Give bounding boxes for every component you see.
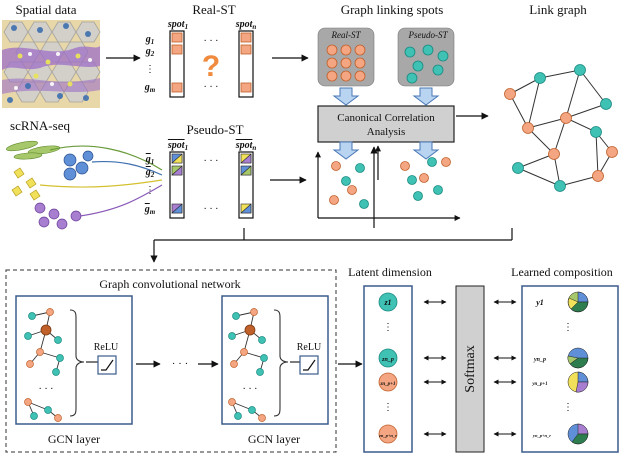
gcn-layer-1-label: GCN layer <box>48 432 100 446</box>
g1-label: g1 <box>145 34 155 46</box>
learned-composition-title: Learned composition <box>511 265 613 279</box>
comp-label-np: yn_p <box>533 357 546 363</box>
relu-2-label: ReLU <box>297 342 322 353</box>
pseudo-gene-vdots: ⋮ <box>145 185 155 196</box>
real-hdots-bottom: · · · <box>204 82 219 93</box>
real-st-panel-label: Real-ST <box>331 30 362 40</box>
latent-label-nr: zn_p+n_r <box>378 433 397 438</box>
real-st-panel: Real-ST <box>317 27 375 87</box>
gm-label: gm <box>144 82 156 94</box>
pseudo-g1-label: g1 <box>145 154 155 166</box>
latent-vdots-1: ⋮ <box>383 322 393 333</box>
comp-label-np1: yn_p+1 <box>531 382 547 387</box>
latent-column: z1 zn_p zn_p+1 zn_p+n_r ⋮ ⋮ <box>363 285 413 453</box>
graph-linking-title: Graph linking spots <box>341 2 444 17</box>
relu-2-box <box>299 355 319 375</box>
spot-n-label: spotn <box>235 19 257 31</box>
latent-label-np: zn_p <box>381 357 394 363</box>
question-mark: ? <box>202 50 220 83</box>
latent-node-nr <box>378 424 398 444</box>
pseudo-spotn-label: spotn <box>235 140 257 152</box>
relu-1-label: ReLU <box>94 342 119 353</box>
comp-vdots-2: ⋮ <box>563 402 573 413</box>
latent-vdots-2: ⋮ <box>383 402 393 413</box>
gcn-1-dots: · · · <box>39 384 54 395</box>
latent-dimension-title: Latent dimension <box>348 265 432 279</box>
real-spotn-column <box>238 30 254 98</box>
cca-projection-scatter <box>315 145 461 221</box>
real-cell <box>171 82 183 93</box>
gcn-layers-dots: · · · <box>172 358 189 370</box>
spot-1-label: spot1 <box>167 19 188 31</box>
real-st-title: Real-ST <box>192 2 235 17</box>
spatial-tissue-image <box>2 20 101 108</box>
scrna-seq-cells <box>6 140 163 230</box>
latent-label-np1: zn_p+1 <box>379 382 395 387</box>
gcn-dashed-box <box>5 269 337 453</box>
pie-np <box>567 347 589 369</box>
latent-node-1 <box>378 292 398 312</box>
pie-np1 <box>567 371 589 393</box>
real-cell <box>240 82 252 93</box>
latent-label-1: z1 <box>383 298 391 307</box>
comp-vdots-1: ⋮ <box>563 322 573 333</box>
softmax-label: Softmax <box>463 345 478 392</box>
latent-softmax-arrows <box>423 299 447 437</box>
pseudo-hdots-bottom: · · · <box>204 204 219 215</box>
cca-label-line1: Canonical Correlation <box>337 112 435 124</box>
cca-label-line2: Analysis <box>367 126 406 138</box>
link-graph-title: Link graph <box>529 2 587 17</box>
gcn-layer-2-label: GCN layer <box>248 432 300 446</box>
real-cell <box>240 44 252 55</box>
g2-label: g2 <box>145 46 155 58</box>
pie-nr <box>567 423 589 445</box>
real-hdots: · · · <box>204 36 219 47</box>
pseudo-st-panel: Pseudo-ST <box>397 27 455 87</box>
link-graph <box>504 64 618 192</box>
pseudo-g2-label: g2 <box>145 167 155 179</box>
pseudo-st-panel-label: Pseudo-ST <box>408 30 449 40</box>
gene-vdots: ⋮ <box>145 64 155 75</box>
real-st-matrix: spot1 spotn g1 g2 ⋮ gm · · · · · · ? <box>144 19 257 98</box>
latent-node-np <box>378 348 398 368</box>
pseudo-st-title: Pseudo-ST <box>186 122 243 137</box>
pseudo-spot1-label: spot1 <box>167 140 188 152</box>
gcn-title: Graph convolutional network <box>99 277 240 291</box>
real-cell <box>171 32 183 43</box>
comp-label-1: y1 <box>535 298 544 307</box>
pseudo-st-matrix: spot1 spotn g1 g2 ⋮ gm · · · · · · <box>144 140 257 219</box>
softmax-block: Softmax <box>455 285 485 453</box>
cca-down-arrows <box>332 87 440 106</box>
softmax-composition-arrows <box>493 299 517 437</box>
gcn-layer-2: · · · ReLU GCN layer <box>221 295 329 446</box>
real-cell <box>240 32 252 43</box>
composition-column: y1 yn_p yn_p+1 yn_p+n_r ⋮ ⋮ <box>521 285 619 453</box>
spatial-data-title: Spatial data <box>15 2 76 17</box>
pseudo-gm-label: gm <box>144 204 156 216</box>
real-spot1-column <box>169 30 185 98</box>
gcn-layer-1: · · · ReLU GCN layer <box>15 295 133 446</box>
scrna-seq-title: scRNA-seq <box>10 118 70 133</box>
comp-label-nr: yn_p+n_r <box>532 433 551 438</box>
latent-node-np1 <box>378 372 398 392</box>
cca-box: Canonical Correlation Analysis <box>317 105 455 143</box>
real-cell <box>171 44 183 55</box>
relu-1-box <box>97 355 117 375</box>
gcn-2-dots: · · · <box>243 384 258 395</box>
cca-out-arrows <box>332 141 440 160</box>
connector-to-gcn <box>150 228 513 263</box>
pie-1 <box>567 291 589 313</box>
pseudo-hdots: · · · <box>204 156 219 167</box>
